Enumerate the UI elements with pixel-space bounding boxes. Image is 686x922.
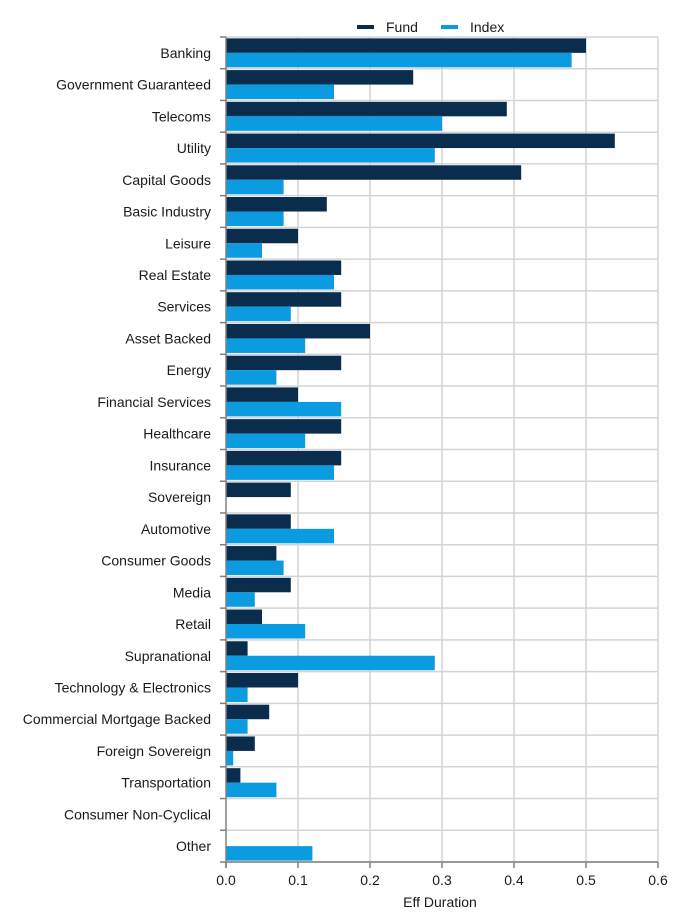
bar-fund-23 [226, 768, 241, 783]
category-label: Financial Services [97, 394, 211, 410]
x-tick-label: 0.4 [504, 872, 524, 888]
category-label: Foreign Sovereign [97, 743, 211, 759]
bar-fund-14 [226, 482, 291, 498]
bar-fund-18 [226, 609, 262, 625]
bar-fund-20 [226, 672, 298, 688]
bars [226, 38, 615, 861]
category-label: Utility [177, 140, 211, 156]
bar-index-16 [226, 560, 284, 576]
x-tick-label: 0.6 [648, 872, 668, 888]
x-tick-label: 0.5 [576, 872, 596, 888]
category-label: Insurance [150, 457, 212, 473]
category-label: Media [173, 584, 211, 600]
bar-fund-0 [226, 38, 586, 53]
bar-index-23 [226, 782, 277, 798]
category-label: Supranational [125, 648, 211, 664]
category-label: Other [176, 838, 211, 854]
bar-fund-7 [226, 260, 342, 275]
bar-fund-16 [226, 546, 277, 561]
bar-index-20 [226, 687, 248, 702]
bar-index-11 [226, 401, 342, 417]
bar-fund-5 [226, 197, 327, 212]
bar-index-18 [226, 624, 306, 639]
category-label: Banking [160, 45, 211, 61]
category-label: Leisure [165, 235, 211, 251]
x-tick-labels: 0.0 0.1 0.2 0.3 0.4 0.5 0.6 [216, 872, 668, 888]
bar-index-21 [226, 719, 248, 734]
category-label: Transportation [121, 775, 211, 791]
bar-index-0 [226, 52, 572, 68]
bar-index-19 [226, 655, 435, 671]
bar-index-9 [226, 338, 306, 353]
bar-fund-3 [226, 133, 615, 149]
bar-index-25 [226, 846, 313, 861]
category-label: Capital Goods [122, 172, 211, 188]
bar-index-15 [226, 528, 334, 544]
bar-fund-9 [226, 323, 370, 339]
bar-fund-8 [226, 292, 342, 307]
category-label: Automotive [141, 521, 211, 537]
bar-index-2 [226, 116, 442, 131]
legend-swatch-fund [357, 25, 374, 29]
category-label: Consumer Non-Cyclical [64, 806, 211, 822]
axes [220, 36, 659, 868]
bar-fund-17 [226, 577, 291, 593]
category-label: Technology & Electronics [55, 679, 211, 695]
bar-index-4 [226, 179, 284, 195]
bar-index-10 [226, 370, 277, 385]
category-label: Retail [175, 616, 211, 632]
category-label: Services [157, 299, 211, 315]
bar-index-5 [226, 211, 284, 227]
category-label: Asset Backed [125, 330, 211, 346]
bar-index-22 [226, 750, 234, 766]
x-tick-label: 0.0 [216, 872, 236, 888]
category-label: Commercial Mortgage Backed [23, 711, 211, 727]
bar-fund-19 [226, 641, 248, 656]
category-label: Consumer Goods [101, 553, 211, 569]
category-labels: Banking Government Guaranteed Telecoms Util… [23, 45, 212, 854]
category-label: Real Estate [139, 267, 212, 283]
x-tick-label: 0.3 [432, 872, 452, 888]
bar-index-12 [226, 433, 306, 449]
category-label: Basic Industry [123, 204, 211, 220]
bar-fund-10 [226, 355, 342, 371]
bar-fund-22 [226, 736, 255, 751]
bar-index-17 [226, 592, 255, 607]
bar-index-7 [226, 274, 334, 290]
legend-swatch-index [441, 25, 458, 29]
bar-index-13 [226, 465, 334, 480]
bar-fund-4 [226, 165, 522, 180]
category-label: Telecoms [152, 108, 211, 124]
category-label: Sovereign [148, 489, 211, 505]
grid-lines [226, 36, 659, 863]
bar-fund-12 [226, 419, 342, 434]
x-tick-label: 0.1 [288, 872, 308, 888]
bar-fund-2 [226, 101, 507, 117]
legend-label-fund: Fund [386, 19, 418, 35]
category-label: Energy [167, 362, 211, 378]
bar-index-1 [226, 84, 334, 100]
category-label: Healthcare [143, 426, 211, 442]
legend: Fund Index [357, 19, 504, 35]
bar-index-3 [226, 148, 435, 163]
x-tick-label: 0.2 [360, 872, 380, 888]
legend-label-index: Index [470, 19, 504, 35]
bar-fund-21 [226, 704, 270, 720]
bar-fund-15 [226, 514, 291, 529]
bar-index-8 [226, 306, 291, 322]
category-label: Government Guaranteed [56, 77, 211, 93]
bar-fund-11 [226, 387, 298, 402]
bar-fund-6 [226, 228, 298, 244]
bar-fund-1 [226, 70, 414, 85]
bar-fund-13 [226, 450, 342, 466]
x-axis-title: Eff Duration [403, 894, 477, 910]
bar-index-6 [226, 243, 262, 258]
